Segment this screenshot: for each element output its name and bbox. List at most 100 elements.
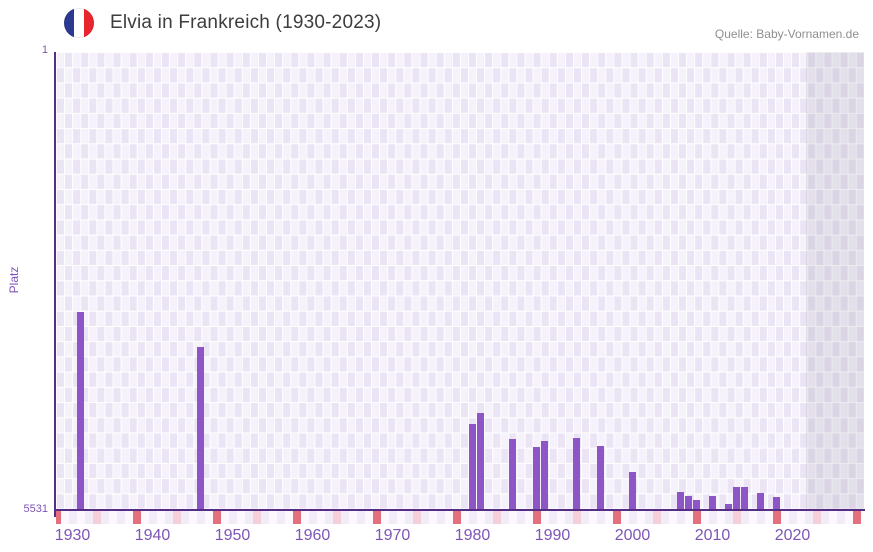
- x-tick-1930: 1930: [54, 527, 91, 544]
- strip-marker-pink-2003: [652, 511, 661, 524]
- bar-1980[interactable]: [469, 423, 476, 509]
- strip-cell-1982: [484, 511, 493, 524]
- bar-2007[interactable]: [685, 495, 692, 509]
- strip-cell-1935: [108, 511, 117, 524]
- strip-cell-1956: [276, 511, 285, 524]
- strip-cell-1981: [476, 511, 485, 524]
- strip-cell-1961: [316, 511, 325, 524]
- strip-cell-1996: [596, 511, 605, 524]
- strip-cell-1970: [388, 511, 397, 524]
- strip-cell-1990: [548, 511, 557, 524]
- strip-cell-2016: [756, 511, 765, 524]
- bar-2010[interactable]: [709, 495, 716, 509]
- bar-2006[interactable]: [677, 491, 684, 509]
- x-tick-2020: 2020: [774, 527, 811, 544]
- strip-cell-1967: [364, 511, 373, 524]
- strip-marker-pink-1993: [572, 511, 581, 524]
- strip-marker-red-1958: [292, 511, 301, 524]
- strip-cell-1985: [508, 511, 517, 524]
- strip-cell-1954: [260, 511, 269, 524]
- strip-marker-red-1978: [452, 511, 461, 524]
- strip-cell-1975: [428, 511, 437, 524]
- bar-2014[interactable]: [741, 487, 748, 509]
- bar-1981[interactable]: [477, 412, 484, 509]
- strip-cell-2011: [716, 511, 725, 524]
- strip-cell-1941: [156, 511, 165, 524]
- france-flag-icon: [64, 8, 94, 38]
- strip-cell-2017: [764, 511, 773, 524]
- strip-cell-2024: [820, 511, 829, 524]
- strip-marker-pink-1943: [172, 511, 181, 524]
- strip-marker-pink-1983: [492, 511, 501, 524]
- y-tick-top: 1: [41, 44, 48, 56]
- x-tick-1940: 1940: [134, 527, 171, 544]
- strip-cell-2020: [788, 511, 797, 524]
- strip-cell-1991: [556, 511, 565, 524]
- strip-marker-pink-1973: [412, 511, 421, 524]
- strip-cell-2021: [796, 511, 805, 524]
- strip-cell-1940: [148, 511, 157, 524]
- strip-marker-red-1968: [372, 511, 381, 524]
- strip-cell-1959: [300, 511, 309, 524]
- x-tick-1980: 1980: [454, 527, 491, 544]
- strip-cell-1955: [268, 511, 277, 524]
- strip-cell-2015: [748, 511, 757, 524]
- strip-cell-1929: [60, 511, 69, 524]
- bar-1985[interactable]: [509, 438, 516, 509]
- strip-cell-2022: [804, 511, 813, 524]
- strip-cell-1980: [468, 511, 477, 524]
- plot-grid: [56, 52, 864, 509]
- strip-cell-2012: [724, 511, 733, 524]
- x-tick-2010: 2010: [694, 527, 731, 544]
- bar-1996[interactable]: [597, 445, 604, 509]
- strip-cell-1964: [340, 511, 349, 524]
- strip-cell-1986: [516, 511, 525, 524]
- strip-cell-1931: [76, 511, 85, 524]
- strip-cell-1950: [228, 511, 237, 524]
- x-tick-1990: 1990: [534, 527, 571, 544]
- strip-marker-red-1998: [612, 511, 621, 524]
- source-credit: Quelle: Baby-Vornamen.de: [714, 27, 859, 41]
- strip-cell-1972: [404, 511, 413, 524]
- strip-cell-1976: [436, 511, 445, 524]
- strip-cell-1962: [324, 511, 333, 524]
- bar-2016[interactable]: [757, 492, 764, 509]
- strip-cell-1971: [396, 511, 405, 524]
- bar-2008[interactable]: [693, 499, 700, 509]
- strip-cell-1942: [164, 511, 173, 524]
- strip-marker-red-1938: [132, 511, 141, 524]
- bar-1988[interactable]: [533, 446, 540, 509]
- bar-1946[interactable]: [197, 346, 204, 509]
- y-axis-line: [54, 52, 56, 517]
- strip-cell-1944: [180, 511, 189, 524]
- bar-2018[interactable]: [773, 496, 780, 509]
- bar-2013[interactable]: [733, 487, 740, 509]
- strip-cell-1945: [188, 511, 197, 524]
- strip-cell-2026: [836, 511, 845, 524]
- strip-cell-2014: [740, 511, 749, 524]
- strip-cell-1952: [244, 511, 253, 524]
- strip-marker-pink-1933: [92, 511, 101, 524]
- bar-1989[interactable]: [541, 440, 548, 509]
- strip-cell-2025: [828, 511, 837, 524]
- strip-cell-1995: [588, 511, 597, 524]
- strip-cell-1999: [620, 511, 629, 524]
- bar-2000[interactable]: [629, 471, 636, 509]
- strip-cell-2009: [700, 511, 709, 524]
- bar-1993[interactable]: [573, 437, 580, 509]
- strip-marker-red-2018: [772, 511, 781, 524]
- strip-cell-1934: [100, 511, 109, 524]
- strip-cell-1965: [348, 511, 357, 524]
- strip-cell-1997: [604, 511, 613, 524]
- x-tick-2000: 2000: [614, 527, 651, 544]
- strip-cell-1957: [284, 511, 293, 524]
- bar-1931[interactable]: [77, 311, 84, 509]
- strip-cell-1966: [356, 511, 365, 524]
- strip-cell-1994: [580, 511, 589, 524]
- bar-2012[interactable]: [725, 504, 732, 509]
- strip-cell-1987: [524, 511, 533, 524]
- strip-cell-1989: [540, 511, 549, 524]
- strip-cell-1992: [564, 511, 573, 524]
- strip-cell-1969: [380, 511, 389, 524]
